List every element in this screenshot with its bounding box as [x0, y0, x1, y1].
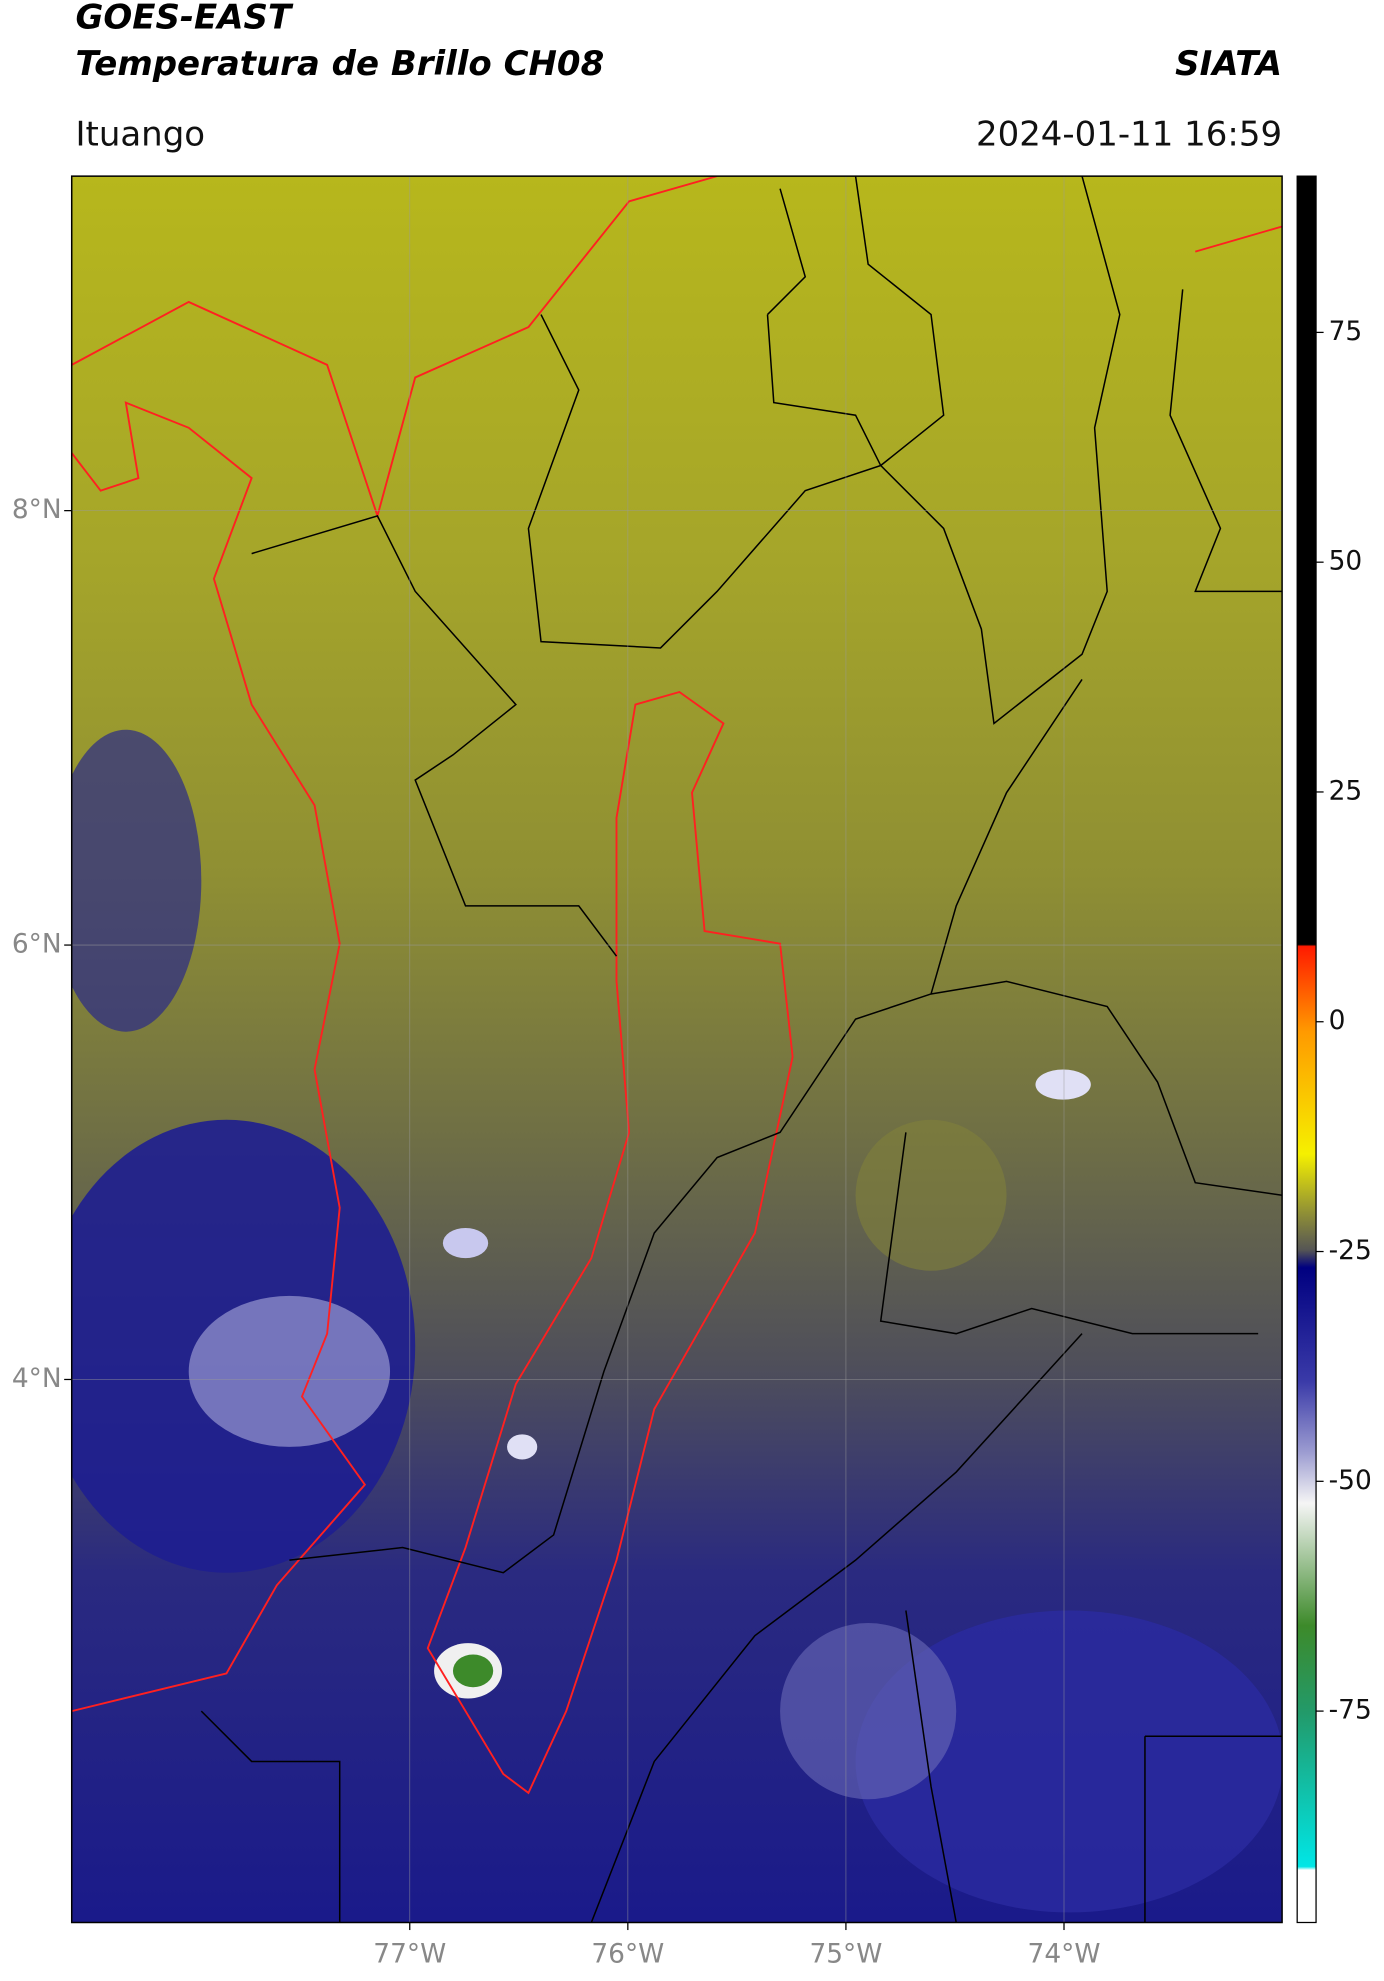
border: [590, 980, 1283, 1923]
coastline: [1195, 225, 1283, 253]
border: [289, 678, 1083, 1574]
lat-tick-label: 8°N: [12, 494, 62, 525]
lon-tick-label: 74°W: [1028, 1939, 1101, 1970]
lon-tick-label: 77°W: [373, 1939, 446, 1970]
coastline: [71, 401, 367, 1713]
colorbar-tick-label: -75: [1329, 1695, 1372, 1726]
border: [251, 514, 618, 957]
colorbar-tick-label: 25: [1329, 775, 1363, 806]
colorbar-ticks: 75 50 25 0 -25 -50 -75: [1316, 316, 1372, 1726]
lon-tick-label: 75°W: [809, 1939, 882, 1970]
cloud: [780, 1623, 957, 1800]
cloud: [188, 1295, 391, 1447]
colorbar-tick-label: 50: [1329, 546, 1363, 577]
colorbar-tick-label: 0: [1329, 1005, 1346, 1036]
org: SIATA: [1175, 44, 1282, 84]
region-outline: [426, 690, 794, 1795]
cloud: [71, 729, 202, 1032]
border: [200, 1610, 957, 1923]
colorbar-tick-label: -25: [1329, 1235, 1372, 1266]
cloud: [507, 1434, 538, 1460]
colorbar: [1296, 175, 1317, 1924]
lon-tick-label: 76°W: [591, 1939, 664, 1970]
map-field: [71, 176, 1283, 1923]
lat-tick-label: 6°N: [12, 929, 62, 960]
border: [766, 176, 1283, 1923]
title: GOES-EAST: [75, 0, 293, 37]
cloud: [855, 1610, 1283, 1913]
cloud-core: [452, 1654, 494, 1688]
colorbar-tick-label: 75: [1329, 316, 1363, 347]
coastline: [71, 176, 718, 520]
warm-area: [855, 1119, 1007, 1271]
lat-tick-label: 4°N: [12, 1363, 62, 1394]
border: [527, 176, 1121, 725]
gridlines: [71, 176, 1283, 1923]
cloud: [442, 1227, 489, 1259]
location: Ituango: [75, 114, 205, 154]
map-axes: 8°N 6°N 4°N 77°W 76°W 75°W 74°W: [12, 494, 1101, 1970]
datetime: 2024-01-11 16:59: [976, 114, 1282, 154]
subtitle: Temperatura de Brillo CH08: [75, 44, 604, 84]
cloud: [1035, 1069, 1091, 1100]
colorbar-tick-label: -50: [1329, 1465, 1372, 1496]
map-frame: [70, 175, 1283, 1924]
